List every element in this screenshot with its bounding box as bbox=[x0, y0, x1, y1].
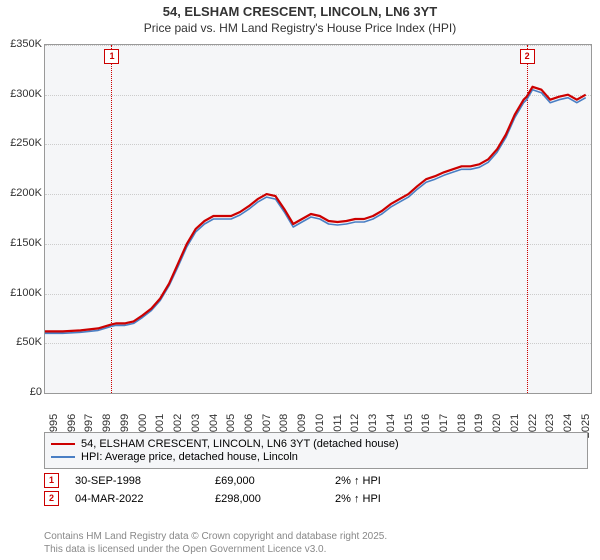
legend-item: 54, ELSHAM CRESCENT, LINCOLN, LN6 3YT (d… bbox=[51, 438, 581, 450]
x-axis-labels: 1995199619971998199920002001200220032004… bbox=[44, 396, 590, 436]
footer-attribution: Contains HM Land Registry data © Crown c… bbox=[44, 530, 387, 556]
data-point-marker: 2 bbox=[44, 491, 59, 506]
data-point-price: £69,000 bbox=[215, 475, 335, 487]
y-tick-label: £50K bbox=[16, 336, 42, 348]
data-point-table: 1 30-SEP-1998£69,0002% ↑ HPI 2 04-MAR-2022£… bbox=[44, 470, 588, 509]
y-tick-label: £0 bbox=[30, 386, 42, 398]
data-point-date: 30-SEP-1998 bbox=[75, 475, 215, 487]
title-block: 54, ELSHAM CRESCENT, LINCOLN, LN6 3YT Pr… bbox=[0, 0, 600, 36]
line-series bbox=[45, 45, 591, 393]
data-point-price: £298,000 bbox=[215, 493, 335, 505]
y-tick-label: £300K bbox=[10, 88, 42, 100]
data-point-row: 2 04-MAR-2022£298,0002% ↑ HPI bbox=[44, 491, 588, 506]
legend-item: HPI: Average price, detached house, Linc… bbox=[51, 451, 581, 463]
footer-line1: Contains HM Land Registry data © Crown c… bbox=[44, 530, 387, 543]
y-tick-label: £350K bbox=[10, 38, 42, 50]
data-point-change: 2% ↑ HPI bbox=[335, 475, 381, 487]
plot-area: 12 bbox=[44, 44, 592, 394]
y-tick-label: £200K bbox=[10, 187, 42, 199]
y-tick-label: £250K bbox=[10, 137, 42, 149]
data-point-marker: 1 bbox=[44, 473, 59, 488]
y-tick-label: £150K bbox=[10, 237, 42, 249]
legend: 54, ELSHAM CRESCENT, LINCOLN, LN6 3YT (d… bbox=[44, 432, 588, 469]
footer-line2: This data is licensed under the Open Gov… bbox=[44, 543, 387, 556]
data-point-date: 04-MAR-2022 bbox=[75, 493, 215, 505]
chart-marker-2: 2 bbox=[520, 49, 535, 64]
chart-container: 54, ELSHAM CRESCENT, LINCOLN, LN6 3YT Pr… bbox=[0, 0, 600, 560]
data-point-change: 2% ↑ HPI bbox=[335, 493, 381, 505]
chart-subtitle: Price paid vs. HM Land Registry's House … bbox=[0, 21, 600, 37]
chart-marker-1: 1 bbox=[104, 49, 119, 64]
data-point-row: 1 30-SEP-1998£69,0002% ↑ HPI bbox=[44, 473, 588, 488]
y-tick-label: £100K bbox=[10, 287, 42, 299]
chart-title: 54, ELSHAM CRESCENT, LINCOLN, LN6 3YT bbox=[0, 4, 600, 21]
